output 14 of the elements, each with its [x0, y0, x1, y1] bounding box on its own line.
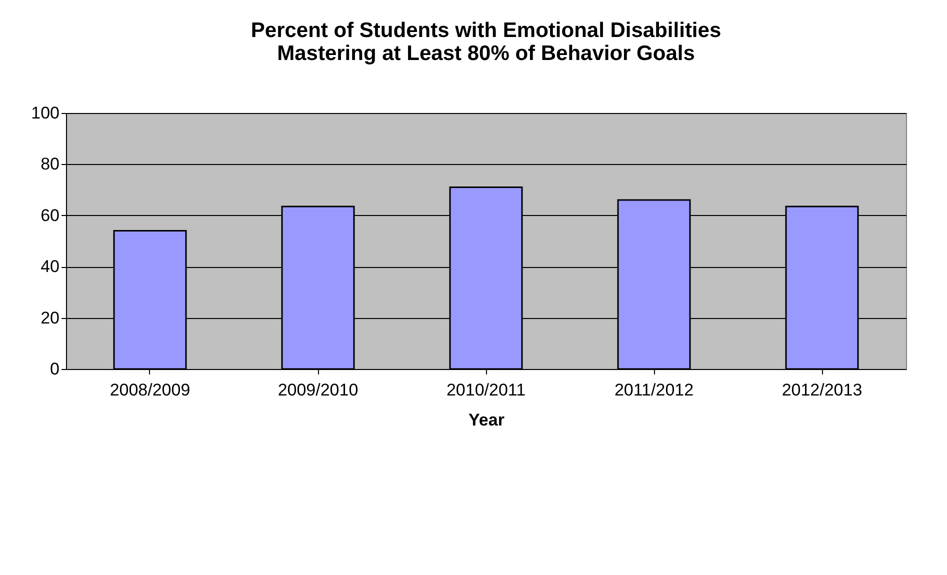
y-tick-label: 100 — [31, 104, 60, 122]
y-tick-label: 40 — [40, 257, 60, 276]
text: Percent of Students with Emotional Disabilities — [250, 19, 722, 42]
y-tick-label: 20 — [40, 308, 60, 328]
x-tick-label: 2011/2012 — [614, 380, 694, 400]
x-tick-label: 2009/2010 — [278, 380, 358, 400]
y-tick-label: 0 — [50, 360, 60, 378]
y-tick-label: 60 — [40, 206, 60, 225]
x-tick-label: 2012/2013 — [782, 380, 862, 400]
x-tick-label: 2008/2009 — [110, 380, 190, 400]
x-axis-title: Year — [468, 410, 505, 430]
y-tick-label: 80 — [40, 154, 60, 174]
text: Mastering at Least 80% of Behavior Goals — [277, 42, 695, 65]
x-tick-label: 2010/2011 — [446, 380, 526, 400]
